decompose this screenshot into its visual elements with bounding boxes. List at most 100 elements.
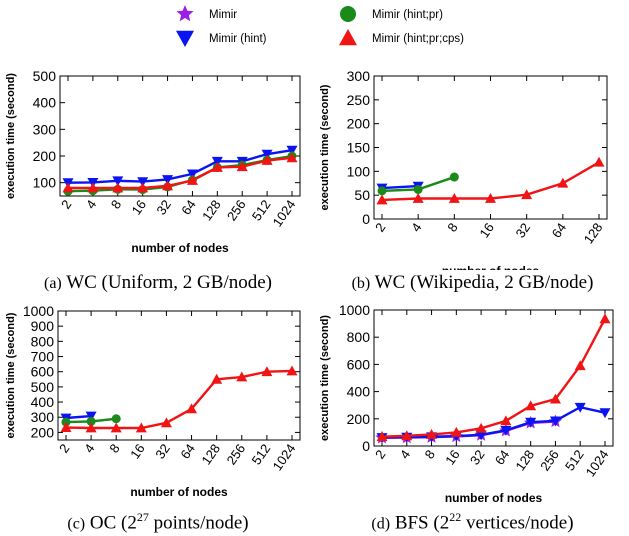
y-tick-label: 900	[31, 318, 55, 334]
x-tick-label: 64	[492, 447, 513, 467]
data-point	[87, 182, 99, 193]
data-point	[500, 425, 512, 436]
x-tick-label: 32	[153, 197, 174, 217]
caption-c-prefix: (c)	[67, 515, 86, 533]
data-point	[85, 422, 97, 433]
y-tick-label: 800	[347, 329, 371, 345]
y-axis-label: execution time (second)	[5, 312, 17, 438]
data-point	[211, 373, 223, 384]
series-line	[67, 148, 293, 184]
x-tick-label: 64	[178, 197, 199, 217]
data-point	[412, 193, 424, 203]
y-tick-label: 200	[33, 148, 57, 164]
data-point	[286, 152, 298, 163]
y-tick-label: 300	[33, 121, 57, 137]
y-tick-label: 50	[354, 187, 370, 203]
y-tick-label: 600	[31, 364, 55, 380]
x-tick-label: 128	[199, 197, 224, 223]
y-tick-label: 250	[347, 92, 371, 108]
data-point	[549, 416, 561, 427]
series	[376, 313, 611, 442]
data-point	[377, 186, 387, 196]
y-tick-label: 200	[31, 424, 55, 440]
data-point	[426, 428, 438, 439]
legend-label: Mimir (hint;pr;cps)	[372, 33, 464, 45]
data-point	[85, 411, 97, 422]
x-tick-label: 1024	[270, 197, 299, 229]
x-tick-label: 128	[512, 447, 537, 473]
caption-d-exponent: 22	[449, 510, 462, 524]
x-tick-label: 4	[83, 197, 99, 212]
y-tick-label: 400	[347, 384, 371, 400]
y-tick-label: 1000	[339, 302, 370, 318]
legend-label: Mimir (hint)	[209, 33, 267, 45]
x-axis-label: number of nodes	[131, 241, 229, 255]
data-point	[500, 415, 512, 426]
series-line	[65, 414, 92, 420]
x-tick-label: 256	[224, 197, 249, 223]
series	[376, 402, 611, 444]
series-line	[381, 318, 607, 438]
data-point	[449, 172, 459, 182]
data-point	[211, 156, 223, 167]
data-point	[261, 155, 273, 165]
series-line	[68, 156, 293, 190]
data-point	[111, 414, 121, 424]
data-point	[112, 182, 124, 193]
series	[62, 145, 298, 189]
data-point	[261, 149, 273, 160]
y-tick-label: 500	[31, 379, 55, 395]
y-tick-label: 700	[31, 349, 55, 365]
series	[61, 414, 121, 427]
x-tick-label: 64	[549, 220, 570, 240]
data-point	[525, 417, 537, 428]
data-point	[593, 156, 605, 167]
y-tick-label: 100	[33, 175, 57, 191]
y-tick-label: 200	[347, 411, 371, 427]
x-tick-label: 8	[444, 220, 460, 235]
data-point	[137, 177, 149, 188]
series-line	[65, 369, 293, 430]
y-tick-label: 600	[347, 356, 371, 372]
x-tick-label: 4	[397, 447, 413, 462]
data-point	[286, 145, 298, 156]
y-tick-label: 500	[33, 68, 57, 84]
legend-marker-circle	[340, 6, 356, 22]
caption-d: (d) BFS (222 vertices/node)	[316, 510, 629, 534]
data-point	[86, 416, 96, 426]
caption-c-text-1: OC (2	[89, 512, 137, 534]
y-tick-label: 300	[347, 68, 371, 84]
y-tick-label: 400	[33, 95, 57, 111]
x-tick-label: 16	[476, 220, 497, 240]
data-point	[186, 403, 198, 414]
series	[376, 156, 605, 205]
data-point	[160, 417, 172, 428]
x-tick-label: 16	[127, 441, 148, 461]
caption-c-exponent: 27	[136, 510, 149, 524]
data-point	[574, 402, 586, 413]
caption-d-text-2: vertices/node)	[461, 512, 574, 534]
data-point	[112, 176, 124, 187]
data-point	[137, 182, 149, 193]
x-tick-label: 8	[422, 447, 438, 462]
y-tick-label: 1000	[23, 303, 54, 319]
data-point	[110, 422, 122, 433]
x-tick-label: 2	[58, 197, 74, 212]
x-axis-label: number of nodes	[445, 491, 543, 505]
series-line	[381, 184, 419, 190]
x-tick-label: 4	[408, 220, 424, 235]
x-tick-label: 8	[108, 197, 124, 212]
data-point	[186, 169, 198, 180]
data-point	[286, 365, 298, 376]
series	[62, 152, 298, 193]
x-tick-label: 1024	[583, 447, 612, 479]
legend-entry: Mimir (hint)	[176, 30, 267, 47]
legend-marker-triangle-down	[176, 30, 194, 47]
data-point	[261, 366, 273, 377]
plot-frame	[59, 75, 301, 197]
legend-entry: Mimir (hint;pr;cps)	[339, 29, 464, 46]
data-point	[162, 175, 174, 185]
x-axis-label: number of nodes	[442, 264, 540, 270]
